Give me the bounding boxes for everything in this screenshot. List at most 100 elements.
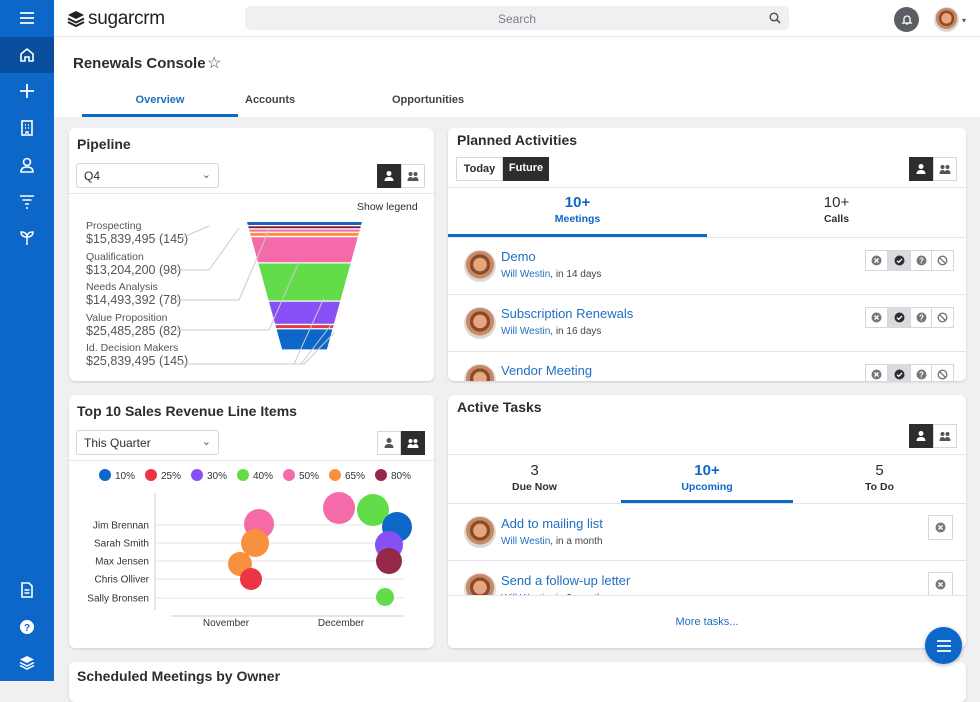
activity-row: Demo Will Westin, in 14 days? (448, 237, 966, 294)
tab-label: Due Now (512, 481, 557, 493)
tab-due-now[interactable]: 3 Due Now (448, 462, 621, 493)
status-not-held-button[interactable] (865, 307, 888, 328)
avatar (464, 250, 496, 282)
sidebar-item-create[interactable] (0, 73, 54, 109)
y-tick-label: Sarah Smith (94, 539, 149, 550)
favorite-star-icon[interactable]: ☆ (207, 55, 222, 72)
status-not-held-button[interactable] (865, 364, 888, 381)
task-title-link[interactable]: Send a follow-up letter (501, 573, 631, 588)
task-title-link[interactable]: Add to mailing list (501, 516, 603, 531)
team-items-toggle[interactable] (401, 431, 425, 455)
planned-activities-dashlet: Planned Activities Today Future 10+ Meeti… (448, 128, 966, 381)
team-items-toggle[interactable] (401, 164, 425, 188)
activity-row: Vendor MeetingWill Westin? (448, 351, 966, 381)
status-held-button[interactable] (888, 307, 911, 328)
sidebar-item-home[interactable] (0, 37, 54, 73)
tab-accounts[interactable]: Accounts (245, 94, 296, 106)
layers-icon (19, 656, 35, 670)
search-placeholder: Search (497, 12, 537, 26)
x-tick-label: December (318, 618, 365, 629)
bubble-point[interactable] (357, 494, 389, 526)
assigned-user-link[interactable]: Will Westin (501, 269, 551, 280)
status-declined-button[interactable] (931, 364, 954, 381)
funnel-segment[interactable] (251, 237, 358, 263)
my-items-toggle[interactable] (909, 157, 933, 181)
quick-actions-fab[interactable] (925, 627, 962, 664)
tab-opportunities[interactable]: Opportunities (392, 94, 465, 106)
bubble-point[interactable] (323, 492, 355, 524)
user-avatar[interactable] (934, 7, 959, 32)
activity-title-link[interactable]: Vendor Meeting (501, 363, 593, 378)
tab-calls[interactable]: 10+ Calls (707, 194, 966, 225)
team-items-toggle[interactable] (933, 157, 957, 181)
more-tasks-link[interactable]: More tasks... (448, 595, 966, 648)
assigned-user-link[interactable]: Will Westin (501, 536, 551, 547)
tab-to-do[interactable]: 5 To Do (793, 462, 966, 493)
tab-label: Overview (135, 94, 185, 106)
sidebar-item-contacts[interactable] (0, 147, 54, 183)
chevron-down-icon: ⌄ (201, 436, 211, 448)
sidebar-item-help[interactable]: ? (0, 609, 54, 645)
funnel-segment[interactable] (248, 226, 361, 229)
tab-upcoming[interactable]: 10+ Upcoming (621, 462, 793, 503)
status-held-button[interactable] (888, 364, 911, 381)
assigned-user-link[interactable]: Will Westin (501, 326, 551, 337)
legend-label: 65% (345, 471, 365, 482)
bubble-point[interactable] (376, 588, 394, 606)
ban-icon (937, 255, 948, 266)
legend-label: 30% (207, 471, 227, 482)
chevron-down-icon[interactable]: ▾ (962, 16, 967, 25)
my-items-toggle[interactable] (377, 431, 401, 455)
sidebar-item-docs[interactable] (0, 572, 54, 608)
status-tentative-button[interactable]: ? (910, 250, 933, 271)
funnel-segment[interactable] (276, 329, 333, 350)
tab-count: 3 (530, 462, 539, 479)
sidebar-item-sprout[interactable] (0, 220, 54, 256)
show-legend-link[interactable]: Show legend (357, 201, 418, 213)
sidebar-item-filter[interactable] (0, 183, 54, 219)
search-input[interactable]: Search (245, 6, 789, 30)
status-tentative-button[interactable]: ? (910, 307, 933, 328)
logo[interactable]: sugarcrm (66, 8, 165, 30)
funnel-segment[interactable] (247, 222, 362, 225)
menu-button[interactable] (0, 0, 54, 36)
my-items-toggle[interactable] (909, 424, 933, 448)
team-items-toggle[interactable] (933, 424, 957, 448)
sidebar-item-layers[interactable] (0, 644, 54, 680)
period-select[interactable]: Q4 ⌄ (76, 163, 219, 188)
period-select[interactable]: This Quarter ⌄ (76, 430, 219, 455)
my-items-toggle[interactable] (377, 164, 401, 188)
status-not-held-button[interactable] (865, 250, 888, 271)
funnel-segment[interactable] (250, 232, 359, 236)
notifications-button[interactable] (894, 7, 919, 32)
close-circle-icon (935, 522, 946, 533)
activity-title-link[interactable]: Demo (501, 249, 536, 264)
bubble-point[interactable] (376, 548, 402, 574)
legend-label: 80% (391, 471, 411, 482)
sidebar-item-accounts[interactable] (0, 110, 54, 146)
bubble-point[interactable] (241, 529, 269, 557)
y-tick-label: Jim Brennan (93, 521, 149, 532)
legend-swatch (375, 469, 387, 481)
funnel-segment[interactable] (268, 301, 341, 324)
status-tentative-button[interactable]: ? (910, 364, 933, 381)
status-declined-button[interactable] (931, 307, 954, 328)
legend-swatch (329, 469, 341, 481)
stage-value: $14,493,392 (78) (86, 293, 182, 307)
close-task-button[interactable] (928, 515, 953, 540)
status-declined-button[interactable] (931, 250, 954, 271)
legend-label: 50% (299, 471, 319, 482)
activity-title-link[interactable]: Subscription Renewals (501, 306, 634, 321)
today-toggle[interactable]: Today (456, 157, 503, 181)
tab-overview[interactable]: Overview (82, 92, 238, 117)
tab-label: Calls (823, 213, 850, 225)
person-icon (916, 164, 926, 174)
funnel-segment[interactable] (275, 325, 334, 329)
close-task-button[interactable] (928, 572, 953, 597)
status-held-button[interactable] (888, 250, 911, 271)
funnel-segment[interactable] (258, 263, 351, 301)
funnel-segment[interactable] (249, 229, 360, 232)
bubble-point[interactable] (240, 568, 262, 590)
future-toggle[interactable]: Future (503, 157, 549, 181)
tab-meetings[interactable]: 10+ Meetings (448, 194, 707, 237)
